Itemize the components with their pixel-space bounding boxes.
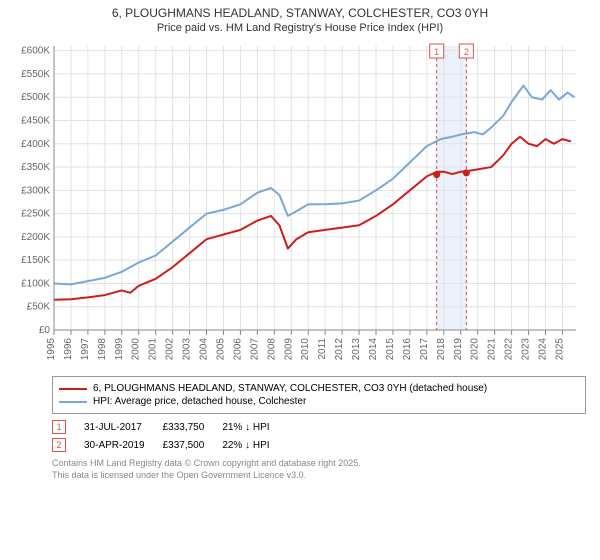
svg-text:2017: 2017: [419, 338, 430, 361]
svg-text:2004: 2004: [199, 338, 210, 361]
marker-badge: 2: [52, 438, 66, 452]
svg-text:£600K: £600K: [21, 46, 50, 57]
svg-text:2013: 2013: [351, 338, 362, 361]
svg-text:2005: 2005: [215, 338, 226, 361]
svg-text:2008: 2008: [266, 338, 277, 361]
legend-row: HPI: Average price, detached house, Colc…: [59, 396, 579, 407]
svg-text:2021: 2021: [487, 338, 498, 361]
svg-text:2010: 2010: [300, 338, 311, 361]
svg-text:2007: 2007: [249, 338, 260, 361]
marker-price: £333,750: [163, 418, 223, 436]
footer-line-1: Contains HM Land Registry data © Crown c…: [52, 458, 586, 470]
svg-text:£200K: £200K: [21, 232, 50, 243]
svg-text:1996: 1996: [63, 338, 74, 361]
svg-text:2009: 2009: [283, 338, 294, 361]
legend: 6, PLOUGHMANS HEADLAND, STANWAY, COLCHES…: [52, 376, 586, 414]
svg-text:£450K: £450K: [21, 115, 50, 126]
svg-text:2016: 2016: [402, 338, 413, 361]
svg-text:2019: 2019: [453, 338, 464, 361]
marker-table: 1 31-JUL-2017£333,75021% ↓ HPI 2 30-APR-201…: [52, 418, 288, 454]
chart-title: 6, PLOUGHMANS HEADLAND, STANWAY, COLCHES…: [0, 0, 600, 22]
footer-line-2: This data is licensed under the Open Gov…: [52, 470, 586, 482]
svg-text:£150K: £150K: [21, 255, 50, 266]
svg-text:2024: 2024: [537, 338, 548, 361]
svg-text:1: 1: [434, 47, 439, 57]
marker-delta: 21% ↓ HPI: [222, 418, 287, 436]
chart-subtitle: Price paid vs. HM Land Registry's House …: [0, 22, 600, 40]
svg-text:2014: 2014: [368, 338, 379, 361]
legend-swatch: [59, 401, 87, 403]
marker-delta: 22% ↓ HPI: [222, 436, 287, 454]
svg-text:2020: 2020: [470, 338, 481, 361]
marker-date: 31-JUL-2017: [84, 418, 163, 436]
marker-price: £337,500: [163, 436, 223, 454]
svg-text:£400K: £400K: [21, 139, 50, 150]
svg-text:2006: 2006: [232, 338, 243, 361]
svg-text:2002: 2002: [165, 338, 176, 361]
marker-row: 2 30-APR-2019£337,50022% ↓ HPI: [52, 436, 288, 454]
svg-text:£0: £0: [39, 325, 51, 336]
svg-text:£300K: £300K: [21, 185, 50, 196]
legend-swatch: [59, 388, 87, 390]
svg-text:1997: 1997: [80, 338, 91, 361]
marker-badge: 1: [52, 420, 66, 434]
svg-text:£100K: £100K: [21, 278, 50, 289]
svg-text:2022: 2022: [504, 338, 515, 361]
svg-text:2015: 2015: [385, 338, 396, 361]
svg-text:£250K: £250K: [21, 209, 50, 220]
marker-date: 30-APR-2019: [84, 436, 163, 454]
svg-text:£500K: £500K: [21, 92, 50, 103]
svg-text:1995: 1995: [46, 338, 57, 361]
svg-text:2003: 2003: [182, 338, 193, 361]
svg-text:2012: 2012: [334, 338, 345, 361]
svg-text:1998: 1998: [97, 338, 108, 361]
svg-text:£550K: £550K: [21, 69, 50, 80]
line-chart: £0 £50K £100K £150K £200K £250K £300K £350K £400…: [10, 40, 586, 370]
svg-text:2023: 2023: [521, 338, 532, 361]
svg-text:2: 2: [464, 47, 469, 57]
svg-text:2011: 2011: [317, 338, 328, 360]
svg-text:£50K: £50K: [27, 302, 51, 313]
footer: Contains HM Land Registry data © Crown c…: [52, 458, 586, 481]
legend-label: HPI: Average price, detached house, Colc…: [93, 396, 306, 407]
svg-text:1999: 1999: [114, 338, 125, 361]
chart-container: £0 £50K £100K £150K £200K £250K £300K £350K £400…: [10, 40, 590, 370]
svg-text:2000: 2000: [131, 338, 142, 361]
marker-row: 1 31-JUL-2017£333,75021% ↓ HPI: [52, 418, 288, 436]
legend-row: 6, PLOUGHMANS HEADLAND, STANWAY, COLCHES…: [59, 383, 579, 394]
svg-text:2025: 2025: [554, 338, 565, 361]
svg-text:£350K: £350K: [21, 162, 50, 173]
svg-text:2001: 2001: [148, 338, 159, 361]
svg-text:2018: 2018: [436, 338, 447, 361]
legend-label: 6, PLOUGHMANS HEADLAND, STANWAY, COLCHES…: [93, 383, 487, 394]
